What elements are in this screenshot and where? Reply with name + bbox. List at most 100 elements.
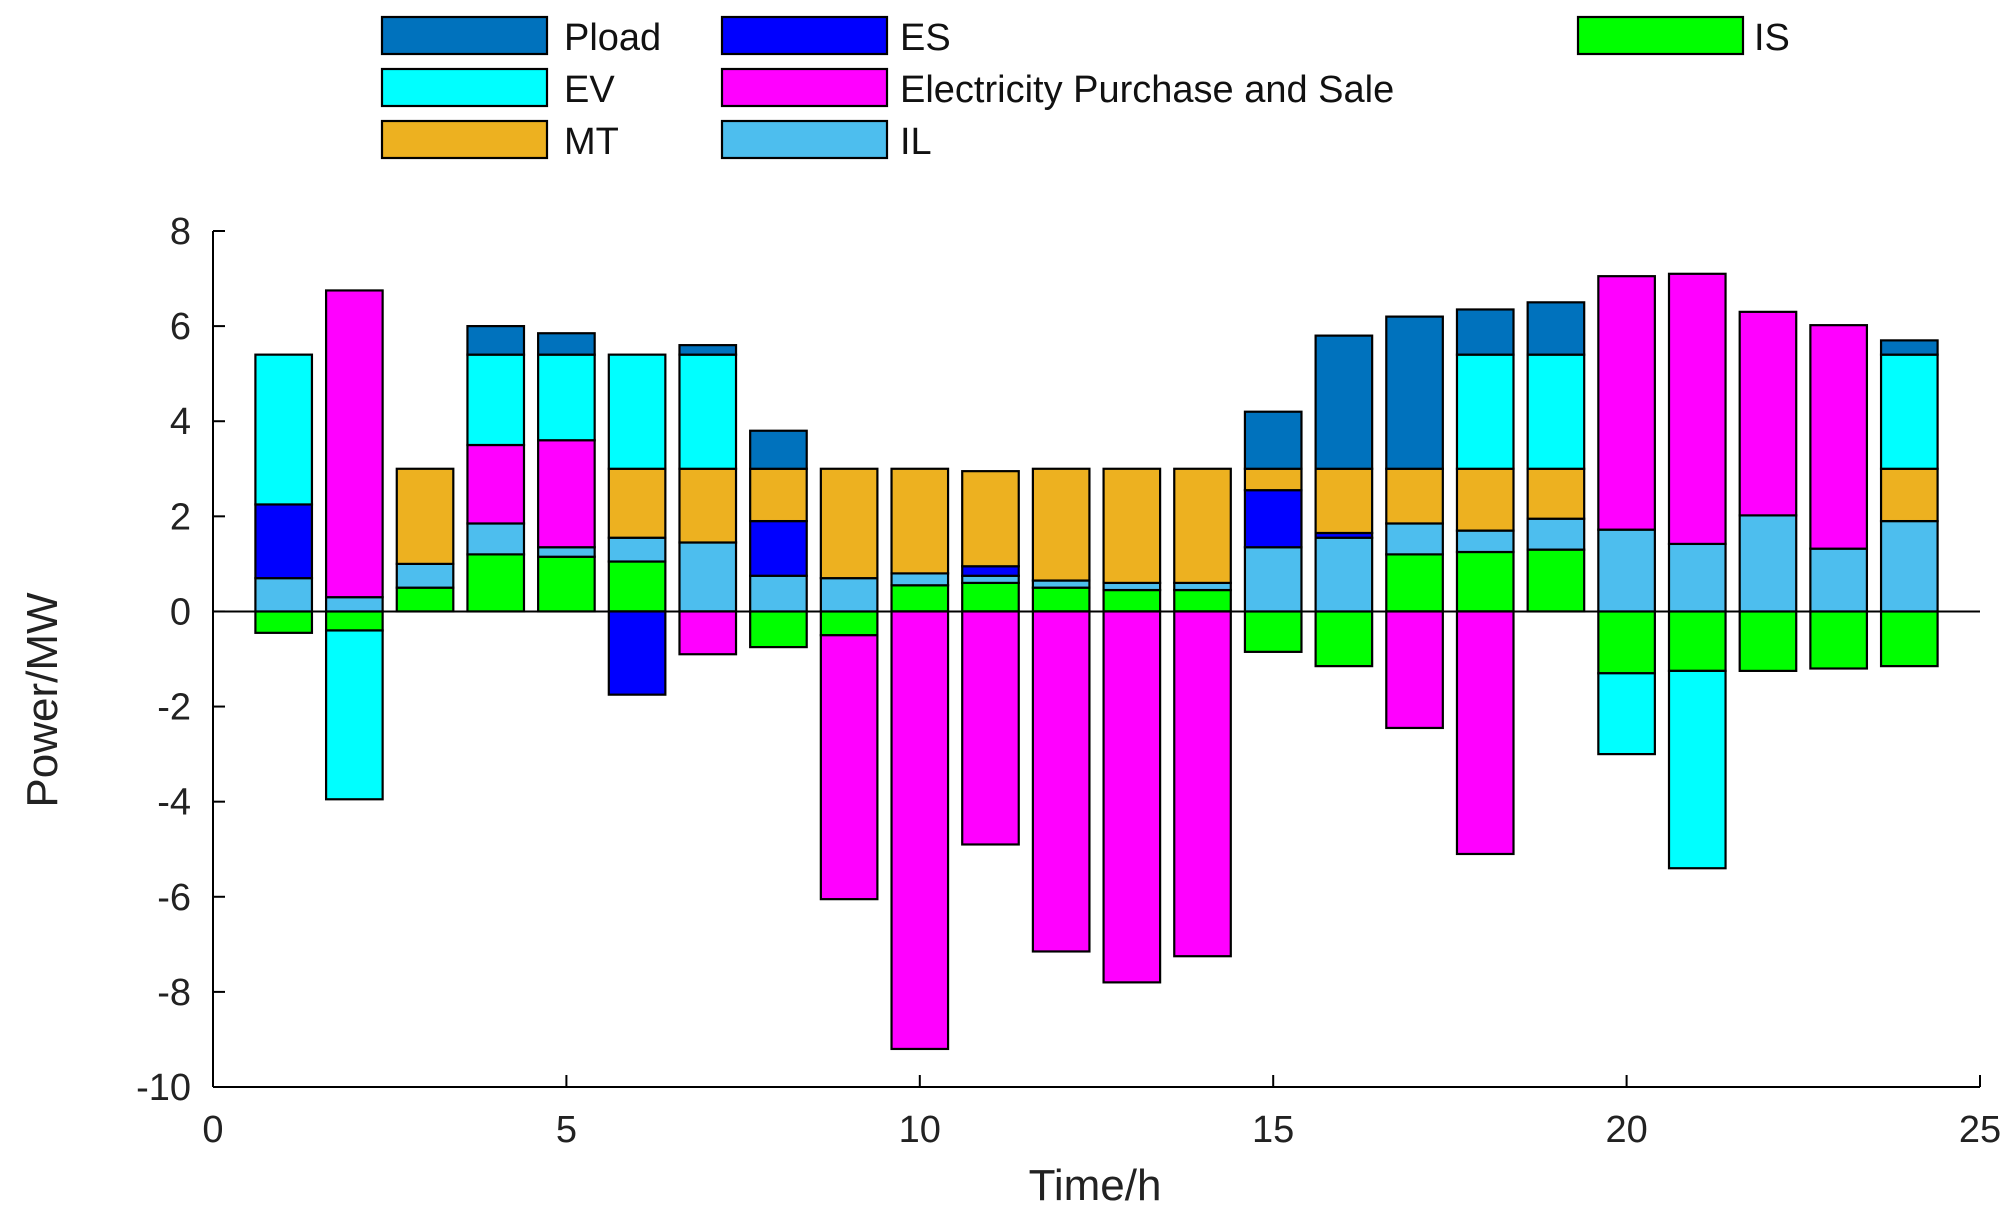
- bar-il-t3: [395, 562, 455, 589]
- bar-pload-t5: [537, 332, 596, 356]
- bar-ev-t24: [1879, 353, 1939, 470]
- y-tick-label: 2: [170, 496, 191, 538]
- legend-swatch-il: [720, 119, 889, 160]
- bar-electricity-purchase-and-sale-t7: [678, 610, 738, 656]
- bar-ev-t1: [254, 353, 314, 506]
- bar-is-t1: [254, 610, 314, 634]
- legend-swatch-mt: [380, 119, 549, 160]
- bar-il-t19: [1526, 517, 1586, 551]
- bar-mt-t19: [1526, 467, 1586, 520]
- bar-electricity-purchase-and-sale-t17: [1385, 610, 1444, 730]
- bar-electricity-purchase-and-sale-t14: [1173, 610, 1232, 958]
- axes-layer: -10 -8 -6 -4 -2 0 2 4 6 8 0 5 10 15 20 25: [136, 211, 2001, 1151]
- bar-il-t21: [1667, 542, 1727, 613]
- bar-mt-t7: [678, 467, 738, 544]
- bar-ev-t18: [1455, 353, 1515, 470]
- bar-is-t2: [324, 610, 384, 632]
- bar-il-t15: [1243, 546, 1303, 613]
- bar-electricity-purchase-and-sale-t2: [324, 289, 384, 599]
- bar-pload-t4: [466, 325, 526, 356]
- bar-il-t1: [254, 577, 314, 613]
- bars-layer: [254, 272, 1939, 1051]
- bar-is-t24: [1879, 610, 1939, 668]
- bar-es-t6: [607, 610, 667, 696]
- y-tick-label: 8: [170, 211, 191, 253]
- bar-il-t18: [1455, 529, 1515, 554]
- bar-mt-t14: [1173, 467, 1232, 585]
- bar-mt-t12: [1031, 467, 1091, 582]
- bar-il-t6: [607, 536, 667, 563]
- bar-is-t4: [466, 553, 526, 613]
- bar-ev-t21: [1667, 669, 1727, 870]
- bar-electricity-purchase-and-sale-t22: [1738, 310, 1798, 517]
- bar-electricity-purchase-and-sale-t4: [466, 443, 526, 525]
- x-tick-label: 0: [202, 1109, 223, 1151]
- bar-electricity-purchase-and-sale-t18: [1455, 610, 1515, 856]
- bar-is-t23: [1809, 610, 1869, 670]
- bar-is-t12: [1031, 586, 1091, 613]
- legend-label-es: ES: [900, 17, 951, 59]
- bar-il-t23: [1809, 547, 1869, 613]
- legend-swatch-ev: [380, 67, 549, 108]
- bar-mt-t9: [819, 467, 879, 580]
- x-tick-label: 15: [1252, 1109, 1294, 1151]
- x-axis-title: Time/h: [1029, 1161, 1162, 1210]
- bar-is-t10: [890, 584, 950, 613]
- bar-mt-t8: [749, 467, 808, 523]
- x-tick-label: 5: [556, 1109, 577, 1151]
- legend-label-is: IS: [1754, 17, 1790, 59]
- bar-mt-t18: [1455, 467, 1515, 532]
- bar-is-t16: [1314, 610, 1374, 668]
- bar-mt-t17: [1385, 467, 1444, 525]
- bar-electricity-purchase-and-sale-t10: [890, 610, 950, 1051]
- bar-is-t8: [749, 610, 808, 649]
- bar-mt-t24: [1879, 467, 1939, 523]
- y-tick-label: -6: [157, 877, 191, 919]
- bar-il-t20: [1597, 528, 1656, 613]
- bar-il-t7: [678, 541, 738, 613]
- bar-il-t16: [1314, 536, 1374, 613]
- legend-label-il: IL: [900, 121, 932, 163]
- y-tick-label: -10: [136, 1067, 191, 1109]
- bar-electricity-purchase-and-sale-t13: [1102, 610, 1162, 984]
- bar-is-t5: [537, 555, 596, 613]
- bar-mt-t6: [607, 467, 667, 539]
- bar-is-t3: [395, 586, 455, 613]
- bar-il-t10: [890, 572, 950, 587]
- bar-is-t6: [607, 560, 667, 613]
- bar-ev-t19: [1526, 353, 1586, 470]
- legend-label-mt: MT: [564, 121, 619, 163]
- bar-pload-t7: [678, 344, 738, 356]
- bar-is-t11: [961, 581, 1020, 613]
- bar-mt-t3: [395, 467, 455, 565]
- bar-is-t17: [1385, 553, 1444, 613]
- bar-pload-t19: [1526, 301, 1586, 356]
- bar-il-t5: [537, 546, 596, 558]
- y-axis-title: Power/MW: [18, 592, 67, 808]
- bar-is-t21: [1667, 610, 1727, 672]
- bar-mt-t11: [961, 470, 1020, 568]
- y-tick-label: 6: [170, 306, 191, 348]
- bar-is-t20: [1597, 610, 1656, 675]
- bar-il-t22: [1738, 514, 1798, 613]
- bar-is-t14: [1173, 588, 1232, 613]
- bar-is-t9: [819, 610, 879, 637]
- bar-pload-t24: [1879, 339, 1939, 356]
- legend-label-ev: EV: [564, 69, 615, 111]
- bar-pload-t17: [1385, 315, 1444, 470]
- bar-pload-t15: [1243, 410, 1303, 470]
- bar-ev-t4: [466, 353, 526, 447]
- x-tick-label: 20: [1605, 1109, 1647, 1151]
- bar-pload-t18: [1455, 308, 1515, 356]
- legend: Pload EV MT ES Electricity Purchase and …: [380, 15, 1790, 163]
- bar-es-t1: [254, 503, 314, 580]
- x-tick-label: 25: [1959, 1109, 2001, 1151]
- bar-electricity-purchase-and-sale-t23: [1809, 324, 1869, 550]
- bar-mt-t16: [1314, 467, 1374, 535]
- bar-ev-t2: [324, 629, 384, 801]
- legend-swatch-is: [1576, 15, 1745, 56]
- bar-es-t11: [961, 565, 1020, 577]
- bar-mt-t13: [1102, 467, 1162, 585]
- bar-ev-t7: [678, 353, 738, 470]
- bar-electricity-purchase-and-sale-t20: [1597, 275, 1656, 531]
